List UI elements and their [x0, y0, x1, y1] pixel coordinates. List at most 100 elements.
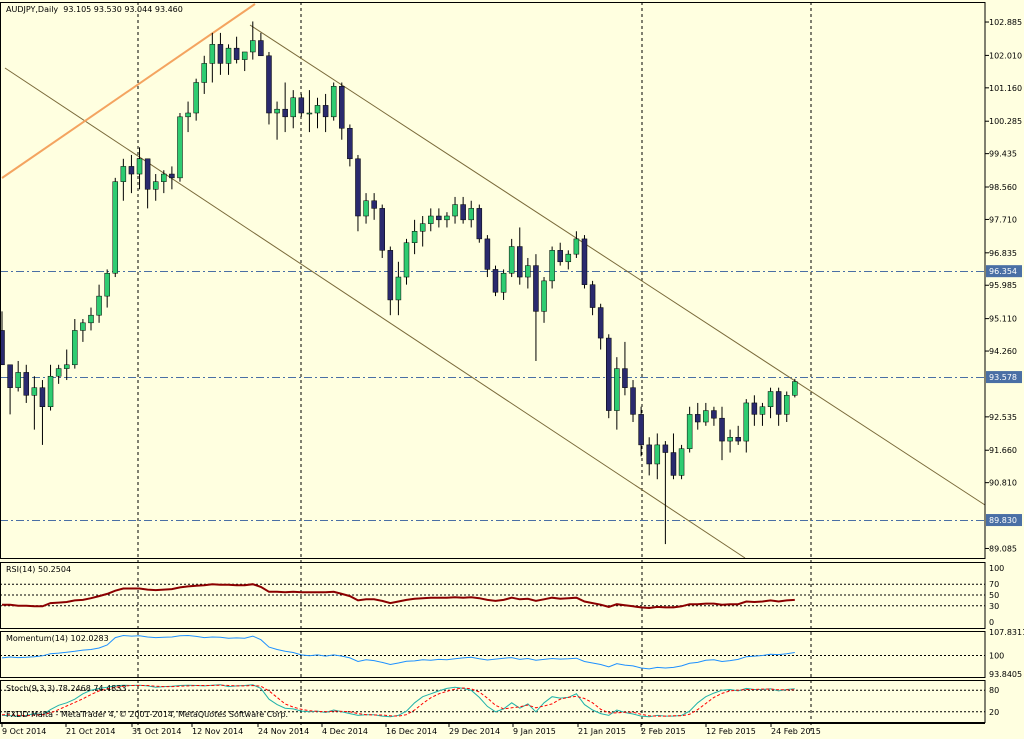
rsi-tick-1: 70: [989, 580, 999, 589]
candle-body-71: [573, 238, 580, 255]
price-tick-label-4: 99.435: [989, 150, 1017, 159]
candle-body-85: [686, 414, 693, 449]
candle-body-94: [759, 406, 766, 415]
price-tick-label-10: 94.260: [989, 347, 1017, 356]
panel-frame-1: [0, 562, 986, 629]
candle-body-32: [258, 40, 264, 57]
stoch-tick-1: 20: [989, 708, 999, 717]
price-tick-label-14: 89.085: [989, 544, 1017, 553]
stoch-signal-line: [1, 684, 795, 717]
candle-body-38: [306, 112, 313, 115]
time-label-0: 9 Oct 2014: [2, 727, 46, 736]
price-tick-label-0: 102.885: [989, 18, 1022, 27]
candle-body-49: [395, 276, 402, 301]
candle-body-0: [0, 330, 5, 366]
candle-body-40: [322, 105, 329, 118]
time-label-1: 21 Oct 2014: [66, 727, 115, 736]
level-marker-1: [986, 371, 1022, 384]
candle-body-88: [711, 410, 717, 419]
candle-body-37: [298, 97, 305, 114]
time-label-9: 21 Jan 2015: [578, 727, 626, 736]
candle-body-20: [161, 173, 167, 182]
level-marker-0: [986, 265, 1022, 278]
panel-frame-0: [0, 2, 986, 559]
panel-frame-3: [0, 680, 986, 723]
candle-body-13: [104, 272, 110, 297]
candle-body-3: [23, 372, 30, 396]
candle-body-28: [225, 47, 232, 64]
time-label-6: 16 Dec 2014: [386, 727, 437, 736]
candle-body-47: [379, 208, 385, 251]
candle-body-95: [767, 391, 774, 407]
candle-body-57: [460, 204, 466, 221]
candle-body-61: [492, 269, 499, 293]
level-marker-label-1: 93.578: [989, 373, 1017, 382]
candle-body-16: [128, 166, 135, 175]
candle-body-6: [47, 375, 54, 407]
candle-body-52: [419, 223, 426, 232]
grid-layer: [0, 2, 985, 731]
price-tick-label-11: 92.535: [989, 413, 1017, 422]
time-label-2: 31 Oct 2014: [132, 727, 181, 736]
candle-body-25: [201, 63, 207, 83]
time-label-4: 24 Nov 2014: [258, 727, 309, 736]
time-label-7: 29 Dec 2014: [449, 727, 500, 736]
candle-body-50: [403, 242, 410, 278]
candle-body-44: [355, 158, 361, 217]
candle-body-76: [614, 368, 620, 411]
candle-body-19: [152, 181, 159, 190]
level-marker-label-0: 96.354: [989, 267, 1017, 276]
candle-body-89: [719, 417, 725, 442]
candle-body-77: [622, 368, 628, 388]
candle-body-2: [15, 372, 21, 388]
candle-body-17: [136, 158, 143, 175]
ohlc-label: 93.105 93.530 93.044 93.460: [63, 5, 183, 14]
rsi-tick-2: 50: [989, 591, 999, 600]
candle-body-69: [557, 250, 563, 263]
candle-body-84: [678, 448, 685, 476]
time-label-3: 12 Nov 2014: [192, 727, 243, 736]
candle-body-59: [476, 208, 483, 240]
time-label-8: 9 Jan 2015: [513, 727, 556, 736]
rsi-tick-0: 100: [989, 564, 1004, 573]
channel-upper-line: [249, 24, 986, 506]
candle-body-34: [274, 108, 280, 114]
candle-body-78: [630, 387, 636, 415]
candle-body-48: [387, 250, 394, 301]
candle-body-31: [250, 40, 256, 53]
candle-body-35: [282, 108, 288, 118]
candle-body-30: [241, 51, 248, 60]
price-tick-label-3: 100.285: [989, 117, 1022, 126]
candle-body-92: [743, 402, 750, 442]
momentum-tick-2: 93.8405: [989, 670, 1022, 679]
candle-body-24: [193, 82, 199, 114]
stoch-title: Stoch(9,3,3) 78.2468 74.4833: [6, 684, 127, 693]
price-tick-label-8: 95.985: [989, 281, 1017, 290]
time-label-10: 2 Feb 2015: [641, 727, 686, 736]
candle-body-63: [508, 246, 515, 274]
candle-body-12: [96, 295, 102, 316]
candle-body-4: [31, 387, 38, 396]
price-tick-label-13: 90.810: [989, 479, 1017, 488]
price-tick-label-9: 95.110: [989, 315, 1017, 324]
candle-body-70: [565, 253, 572, 263]
candle-body-68: [549, 250, 555, 282]
candle-body-58: [468, 208, 474, 221]
symbol-header: AUDJPY,Daily 93.105 93.530 93.044 93.460: [6, 5, 183, 14]
price-tick-label-12: 91.660: [989, 446, 1017, 455]
level-marker-label-2: 89.830: [989, 516, 1017, 525]
panel-frame-2: [0, 631, 986, 678]
candle-body-14: [112, 181, 119, 274]
candle-body-1: [7, 364, 13, 388]
candle-body-66: [533, 265, 539, 312]
channel-lower-line: [4, 67, 746, 559]
rsi-tick-4: 0: [989, 618, 994, 627]
candle-body-87: [703, 410, 709, 423]
candle-body-73: [589, 284, 596, 308]
momentum-line: [1, 634, 795, 670]
candles-layer: [0, 21, 798, 545]
candle-body-98: [792, 381, 798, 396]
candle-body-64: [517, 246, 523, 278]
level-marker-2: [986, 514, 1022, 527]
